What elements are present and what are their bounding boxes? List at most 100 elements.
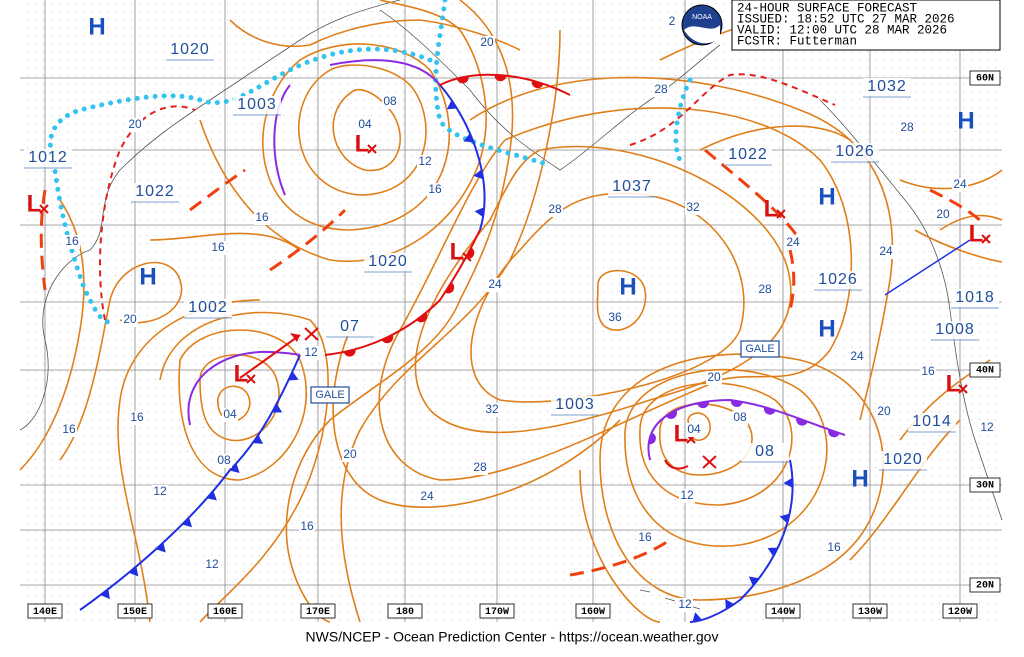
front-symbol — [252, 434, 264, 444]
isobar-label-bg — [417, 155, 433, 169]
isobar-label-bg — [61, 423, 77, 437]
isobar-label: 20 — [343, 447, 357, 461]
isobar-label: 16 — [130, 410, 144, 424]
coord-box — [479, 603, 515, 619]
central-pressure: 1022 — [135, 183, 175, 200]
isobar-label-bg — [876, 405, 892, 419]
central-pressure: 1037 — [612, 178, 652, 195]
coord-box — [207, 603, 243, 619]
warning-box — [310, 386, 350, 404]
isobar-label: 20 — [936, 207, 950, 221]
low-marker — [462, 252, 472, 262]
isobar-label: 16 — [65, 234, 79, 248]
isobar-label: 16 — [300, 519, 314, 533]
high-center: H — [818, 183, 835, 210]
central-pressure: 1002 — [188, 299, 228, 316]
central-pressure: 1012 — [28, 149, 68, 166]
central-pressure: 1020 — [883, 451, 923, 468]
isobar-label-bg — [210, 241, 226, 255]
front-symbol — [796, 417, 808, 426]
front-symbol — [828, 429, 840, 438]
low-marker — [246, 374, 256, 384]
front-symbol — [474, 207, 485, 218]
isobar-label-bg — [487, 278, 503, 292]
low-marker — [367, 144, 377, 154]
isobar-label-bg — [419, 490, 435, 504]
isobar-label-bg — [547, 203, 563, 217]
pressure-bg — [608, 178, 656, 196]
front-symbol — [665, 409, 678, 419]
isobar-label-bg — [479, 36, 495, 50]
isobar-label-bg — [204, 558, 220, 572]
front-symbol — [473, 169, 484, 180]
high-center: H — [139, 263, 156, 290]
header-line: VALID: 12:00 UTC 28 MAR 2026 — [737, 23, 947, 37]
front-symbol — [783, 477, 793, 488]
pressure-bg — [233, 96, 281, 114]
coord-box — [387, 603, 423, 619]
isobar-label-bg — [357, 118, 373, 132]
isobar-label: 28 — [473, 460, 487, 474]
central-pressure: 1026 — [835, 143, 875, 160]
longitude-label: 130W — [858, 607, 882, 618]
isobar-label: 28 — [900, 120, 914, 134]
isobar-label: 16 — [428, 182, 442, 196]
front-symbol — [343, 349, 356, 357]
pressure-bg — [364, 253, 412, 271]
central-pressure: 1003 — [237, 96, 277, 113]
coord-box — [969, 477, 1001, 493]
header-line: ISSUED: 18:52 UTC 27 MAR 2026 — [737, 12, 955, 26]
latitude-label: 60N — [976, 74, 994, 85]
front-symbol — [748, 576, 760, 587]
front-symbol — [381, 334, 394, 344]
central-pressure: 1008 — [935, 321, 975, 338]
isobar-label: 12 — [153, 484, 167, 498]
isobar-label: 20 — [877, 404, 891, 418]
header-line: 24-HOUR SURFACE FORECAST — [737, 1, 918, 15]
header-box: NOAA 24-HOUR SURFACE FORECAST ISSUED: 18… — [681, 0, 1001, 51]
logo-text: NOAA — [692, 14, 712, 21]
isobar-label-bg — [127, 118, 143, 132]
coord-box — [300, 603, 336, 619]
central-pressure: 1018 — [955, 289, 995, 306]
pressure-bg — [741, 443, 789, 461]
longitude-label: 140E — [33, 607, 57, 618]
front-symbol — [416, 312, 428, 323]
latitude-label: 20N — [976, 581, 994, 592]
low-marker — [958, 384, 968, 394]
isobar-label-bg — [216, 454, 232, 468]
front-symbol — [456, 76, 469, 84]
pressure-bg — [951, 289, 999, 307]
isobar-label: 32 — [686, 200, 700, 214]
graticule — [20, 0, 1002, 622]
isobar-label-bg — [129, 411, 145, 425]
isobar-label-bg — [64, 235, 80, 249]
central-pressure: 1014 — [912, 413, 952, 430]
isobar-label: 28 — [654, 82, 668, 96]
longitude-label: 170E — [306, 607, 330, 618]
pressure-bg — [131, 183, 179, 201]
front-symbol — [271, 403, 283, 413]
longitude-label: 160W — [581, 607, 605, 618]
header-line: FCSTR: Futterman — [737, 34, 857, 48]
longitude-label: 150E — [123, 607, 147, 618]
isobar-label: 2 — [669, 14, 676, 28]
high-center: H — [818, 315, 835, 342]
low-center: L — [946, 370, 961, 397]
central-pressure: 08 — [755, 443, 775, 460]
low-center: L — [450, 238, 465, 265]
isobar-label-bg — [303, 346, 319, 360]
high-center: H — [88, 13, 105, 40]
warning-label: GALE — [315, 389, 344, 401]
front-symbol — [725, 599, 735, 610]
central-pressure: 1003 — [555, 396, 595, 413]
front-symbol — [697, 401, 710, 409]
isobar-label-bg — [849, 350, 865, 364]
isobar-label-bg — [484, 403, 500, 417]
isobar-label: 16 — [255, 210, 269, 224]
central-pressure: 1026 — [818, 271, 858, 288]
isobar-label: 12 — [680, 488, 694, 502]
longitude-label: 180 — [396, 607, 414, 618]
isobar-label-bg — [637, 531, 653, 545]
